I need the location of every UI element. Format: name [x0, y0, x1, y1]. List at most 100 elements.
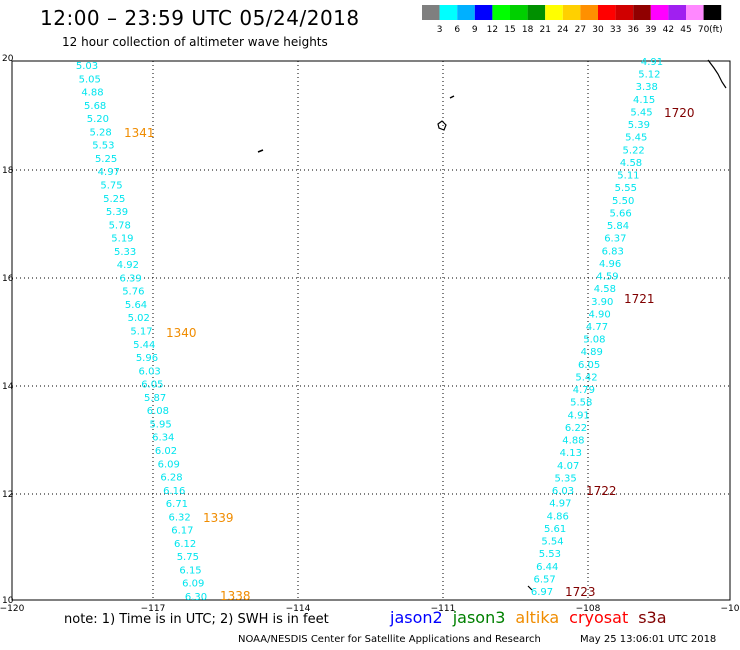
swh-value: 6.03: [552, 486, 574, 497]
pass-time-label: 1339: [203, 511, 234, 525]
swh-value: 5.54: [541, 537, 563, 548]
swh-value: 5.25: [103, 194, 125, 205]
swh-value: 5.05: [79, 74, 101, 85]
swh-value: 4.91: [568, 410, 590, 421]
legend-tick-label: 27: [575, 25, 586, 35]
satellite-jason2: jason2: [390, 608, 443, 627]
pass-time-label: 1720: [664, 106, 695, 120]
satellite-cryosat: cryosat: [569, 608, 629, 627]
island-outline: [449, 95, 455, 99]
swh-value: 6.03: [139, 366, 161, 377]
legend-tick-label: 70: [698, 25, 710, 35]
swh-value: 4.90: [588, 309, 610, 320]
chart-title: 12:00 – 23:59 UTC 05/24/2018: [40, 6, 360, 30]
swh-value: 6.32: [169, 512, 191, 523]
swh-value: 5.42: [575, 372, 597, 383]
swh-value: 6.05: [578, 360, 600, 371]
swh-value: 4.79: [573, 385, 595, 396]
y-tick-label: 20: [2, 54, 14, 64]
swh-value: 4.97: [98, 167, 120, 178]
swh-value: 5.53: [92, 141, 114, 152]
swh-value: 5.55: [615, 183, 637, 194]
swh-value: 6.08: [147, 406, 169, 417]
legend-swatch: [598, 5, 616, 20]
legend-tick-label: 24: [557, 25, 569, 35]
swh-value: 5.12: [638, 70, 660, 81]
chart-subtitle: 12 hour collection of altimeter wave hei…: [62, 35, 328, 49]
legend-tick-label: 36: [627, 25, 639, 35]
legend-tick-label: 15: [504, 25, 515, 35]
swh-value: 5.17: [130, 327, 152, 338]
swh-value: 6.12: [174, 539, 196, 550]
swh-value: 6.71: [166, 499, 188, 510]
legend-tick-label: 39: [645, 25, 657, 35]
x-tick-label: −117: [141, 604, 166, 614]
legend-swatch: [633, 5, 651, 20]
swh-value: 4.89: [581, 347, 603, 358]
swh-value: 5.53: [539, 549, 561, 560]
swh-value: 3.38: [636, 82, 658, 93]
swh-value: 4.07: [557, 461, 579, 472]
y-tick-label: 12: [2, 490, 13, 500]
legend-swatch: [545, 5, 563, 20]
satellite-s3a: s3a: [638, 608, 667, 627]
swh-value: 6.22: [565, 423, 587, 434]
swh-value: 4.59: [596, 272, 618, 283]
legend-unit: (ft): [709, 25, 723, 35]
swh-value: 6.34: [152, 433, 174, 444]
swh-value: 5.96: [136, 353, 158, 364]
legend-tick-label: 33: [610, 25, 621, 35]
swh-value: 4.88: [562, 436, 584, 447]
footer-timestamp: May 25 13:06:01 UTC 2018: [580, 634, 717, 645]
swh-value: 5.11: [617, 171, 639, 182]
swh-value: 4.58: [594, 284, 616, 295]
legend-tick-label: 18: [522, 25, 534, 35]
legend-swatch: [439, 5, 458, 20]
swh-value: 5.22: [623, 145, 645, 156]
swh-value: 6.09: [158, 459, 180, 470]
legend-swatch: [562, 5, 581, 20]
island-outline: [257, 149, 264, 153]
legend-swatch: [457, 5, 475, 20]
swh-value: 6.05: [141, 380, 163, 391]
swh-value: 5.66: [609, 208, 631, 219]
y-tick-label: 14: [2, 382, 14, 392]
pass-time-label: 1721: [624, 292, 655, 306]
swh-value: 5.19: [111, 234, 133, 245]
island-outline: [527, 585, 533, 591]
island-outline: [437, 120, 447, 131]
swh-value: 5.50: [612, 196, 634, 207]
swh-value: 5.84: [607, 221, 629, 232]
pass-time-label: 1722: [586, 484, 617, 498]
swh-value: 4.96: [599, 259, 621, 270]
swh-value: 4.91: [641, 57, 663, 68]
legend-tick-label: 45: [680, 25, 691, 35]
swh-value: 5.87: [144, 393, 166, 404]
swh-value: 5.75: [177, 552, 199, 563]
swh-value: 5.45: [625, 133, 647, 144]
legend-tick-label: 42: [663, 25, 674, 35]
swh-value: 5.78: [109, 220, 131, 231]
swh-value: 4.92: [117, 260, 139, 271]
legend-swatch: [668, 5, 686, 20]
legend-tick-label: 3: [437, 25, 443, 35]
y-tick-label: 18: [2, 166, 14, 176]
swh-value: 4.15: [633, 95, 655, 106]
y-tick-label: 16: [2, 274, 14, 284]
swh-value: 6.37: [604, 234, 626, 245]
swh-value: 6.39: [119, 273, 141, 284]
color-legend: 3 6 9 12 15 18 21 24 27 30 33 36 39 42 45 70 (ft): [422, 5, 723, 35]
pass-time-label: 1723: [565, 585, 596, 599]
swh-value: 5.08: [583, 335, 605, 346]
satellite-jason3: jason3: [452, 608, 506, 627]
swh-value: 5.68: [84, 101, 106, 112]
pass-time-label: 1338: [220, 589, 251, 603]
swh-value: 6.30: [185, 592, 207, 603]
swh-value: 6.16: [163, 486, 185, 497]
satellite-altika: altika: [515, 608, 560, 627]
pass-time-label: 1340: [166, 326, 197, 340]
swh-value: 5.61: [544, 524, 566, 535]
swh-value: 3.90: [591, 297, 613, 308]
swh-value: 5.75: [100, 180, 122, 191]
x-tick-label: −108: [576, 604, 601, 614]
